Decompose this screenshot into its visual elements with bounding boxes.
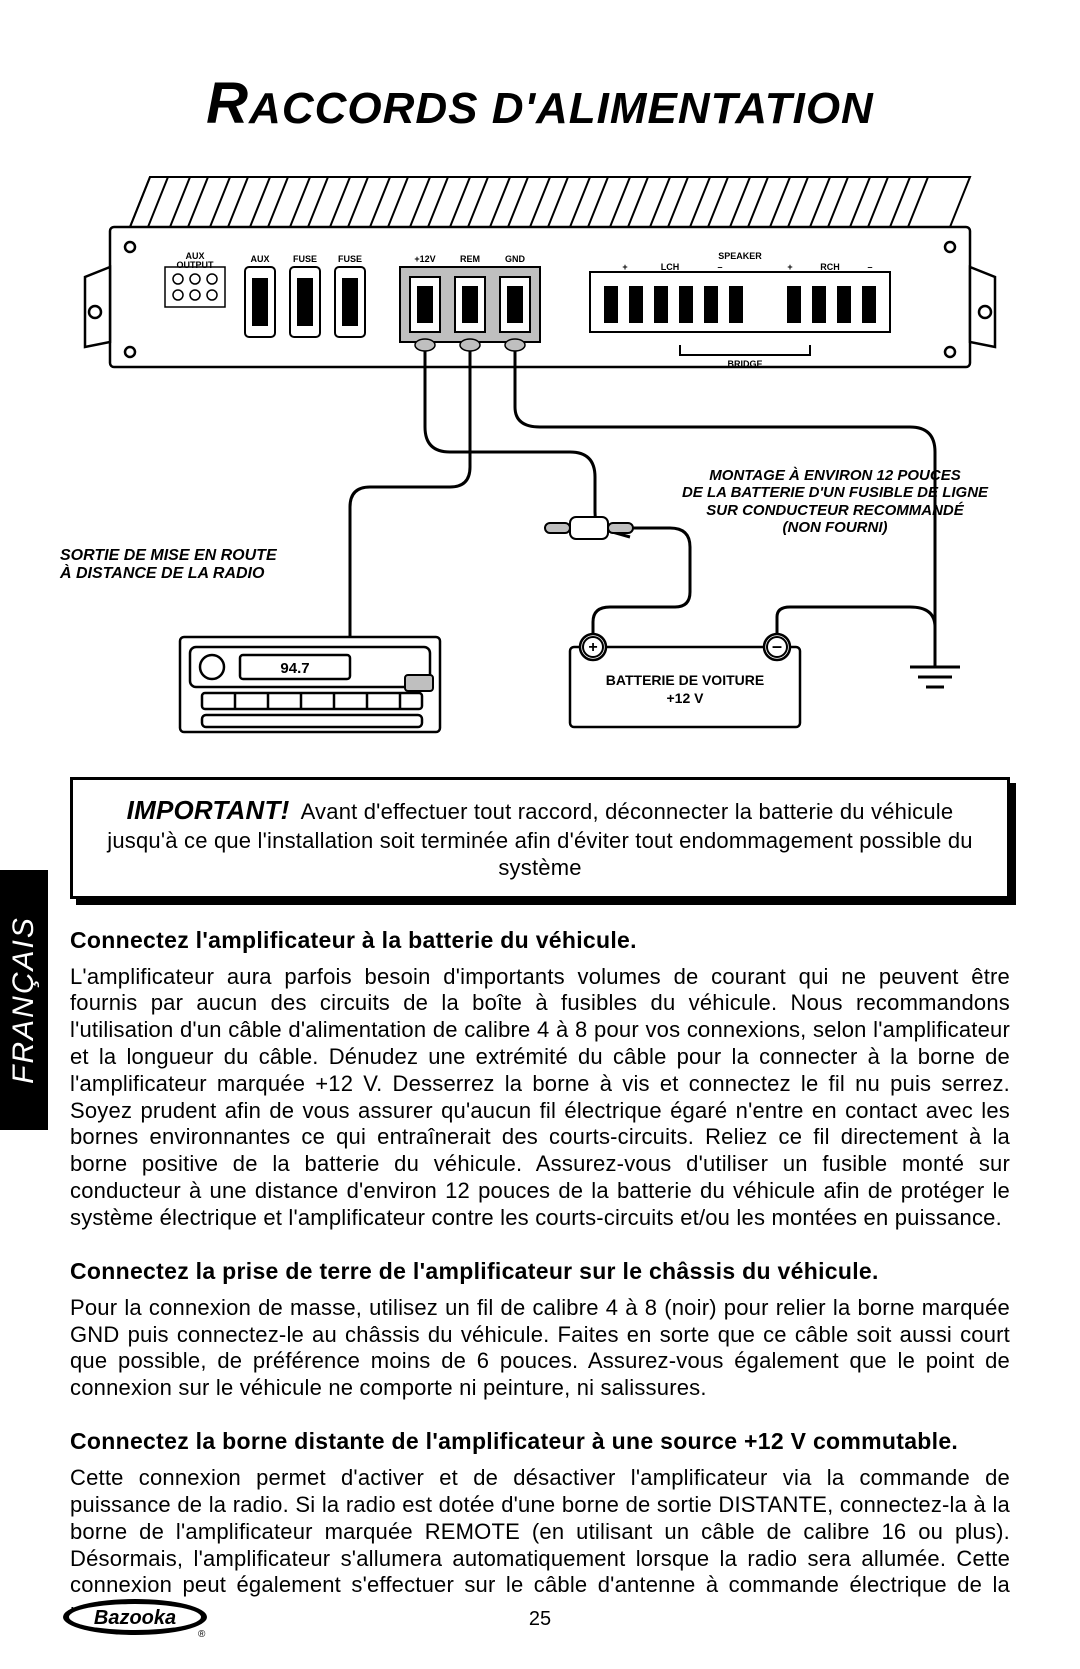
svg-text:SPEAKER: SPEAKER [718,251,762,261]
title-big-r: R [206,71,249,136]
important-box: IMPORTANT! Avant d'effectuer tout raccor… [70,777,1010,899]
svg-text:–: – [717,262,722,272]
svg-text:GND: GND [505,254,526,264]
fuse-note: MONTAGE À ENVIRON 12 POUCES DE LA BATTER… [650,467,1020,536]
svg-text:AUX: AUX [250,254,269,264]
svg-text:OUTPUT: OUTPUT [177,260,215,270]
section-2-body: Pour la connexion de masse, utilisez un … [70,1295,1010,1402]
important-label: IMPORTANT! [127,795,290,825]
language-tab: FRANÇAIS [0,870,48,1130]
svg-text:BRIDGE: BRIDGE [727,359,762,369]
svg-text:LCH: LCH [661,262,680,272]
svg-text:+: + [787,262,792,272]
section-1-body: L'amplificateur aura parfois besoin d'im… [70,964,1010,1232]
section-3-heading: Connectez la borne distante de l'amplifi… [70,1428,1010,1455]
svg-text:®: ® [198,1629,206,1639]
language-tab-text: FRANÇAIS [7,916,41,1084]
svg-text:+: + [622,262,627,272]
title-rest: ACCORDS D'ALIMENTATION [249,84,874,133]
section-3-body: Cette connexion permet d'activer et de d… [70,1465,1010,1626]
section-3: Connectez la borne distante de l'amplifi… [70,1428,1010,1626]
battery-label1: BATTERIE DE VOITURE [606,672,764,688]
page: RACCORDS D'ALIMENTATION [0,0,1080,1669]
radio-note: SORTIE DE MISE EN ROUTE À DISTANCE DE LA… [60,547,360,584]
diagram-svg: AUX OUTPUT AUX FUSE FUSE +12V REM GND SP… [70,167,1010,737]
svg-text:RCH: RCH [820,262,840,272]
svg-text:94.7: 94.7 [280,660,309,677]
svg-text:FUSE: FUSE [338,254,362,264]
wiring-diagram: AUX OUTPUT AUX FUSE FUSE +12V REM GND SP… [70,167,1010,737]
section-1: Connectez l'amplificateur à la batterie … [70,927,1010,1232]
svg-text:–: – [772,636,782,656]
page-title: RACCORDS D'ALIMENTATION [70,70,1010,137]
section-2-heading: Connectez la prise de terre de l'amplifi… [70,1258,1010,1285]
svg-text:REM: REM [460,254,480,264]
section-1-heading: Connectez l'amplificateur à la batterie … [70,927,1010,954]
section-2: Connectez la prise de terre de l'amplifi… [70,1258,1010,1402]
svg-text:+12 V: +12 V [667,690,705,706]
svg-text:+12V: +12V [414,254,435,264]
brand-logo: Bazooka ® [60,1595,210,1639]
svg-text:–: – [867,262,872,272]
svg-text:+: + [588,639,597,656]
svg-text:FUSE: FUSE [293,254,317,264]
logo-text: Bazooka [94,1607,176,1629]
